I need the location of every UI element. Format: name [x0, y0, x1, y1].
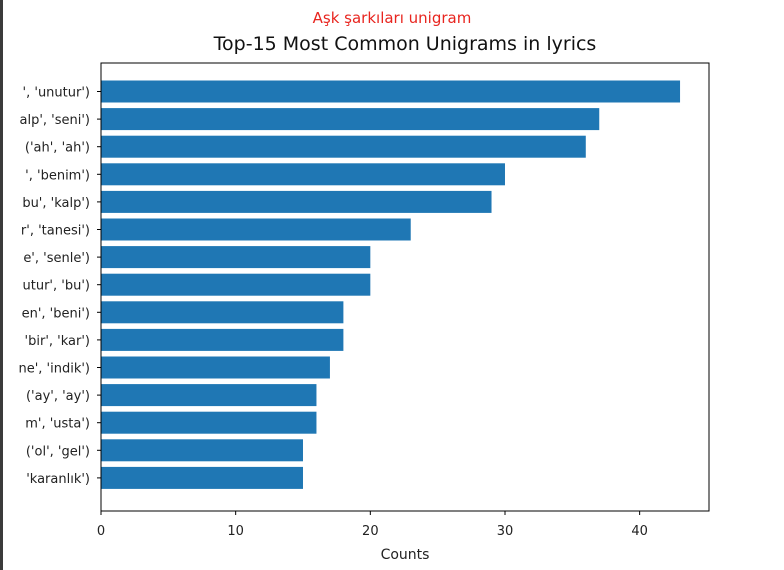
x-tick-label: 40 — [631, 524, 648, 539]
window-edge — [0, 0, 3, 570]
y-tick-label: m', 'usta') — [25, 417, 90, 432]
y-tick-label: e', 'senle') — [23, 251, 90, 266]
y-tick-label: alp', 'seni') — [19, 113, 90, 128]
bar — [101, 411, 317, 434]
y-tick-label: en', 'beni') — [22, 306, 90, 321]
x-axis-label: Counts — [381, 547, 430, 563]
x-tick-label: 10 — [227, 524, 244, 539]
y-tick-label: ', 'benim') — [25, 168, 90, 183]
bar — [101, 190, 492, 213]
bar — [101, 328, 344, 351]
bar — [101, 273, 371, 296]
bar — [101, 218, 411, 241]
y-tick-label: 'karanlık') — [26, 472, 90, 487]
bar — [101, 439, 303, 462]
y-tick-label: 'bir', 'kar') — [25, 334, 90, 349]
bar — [101, 466, 303, 489]
bar — [101, 108, 600, 131]
y-tick-label: ne', 'indik') — [18, 362, 90, 377]
bar — [101, 80, 681, 103]
y-tick-label: ('ay', 'ay') — [26, 389, 90, 404]
bar — [101, 135, 586, 158]
y-tick-label: utur', 'bu') — [23, 279, 90, 294]
y-tick-label: bu', 'kalp') — [22, 196, 90, 211]
chart-title: Top-15 Most Common Unigrams in lyrics — [213, 33, 597, 55]
bar — [101, 301, 344, 324]
bar — [101, 356, 330, 379]
y-tick-label: ', 'unutur') — [23, 86, 90, 101]
bar — [101, 384, 317, 407]
bar — [101, 246, 371, 269]
chart-caption: Aşk şarkıları unigram — [312, 9, 472, 27]
plot-frame — [100, 62, 710, 512]
y-tick-label: r', 'tanesi') — [21, 224, 90, 239]
x-tick-label: 0 — [97, 524, 105, 539]
x-tick-label: 20 — [362, 524, 379, 539]
y-tick-label: ('ah', 'ah') — [25, 141, 90, 156]
bar — [101, 163, 505, 186]
x-tick-label: 30 — [497, 524, 514, 539]
y-tick-label: ('ol', 'gel') — [26, 444, 90, 459]
